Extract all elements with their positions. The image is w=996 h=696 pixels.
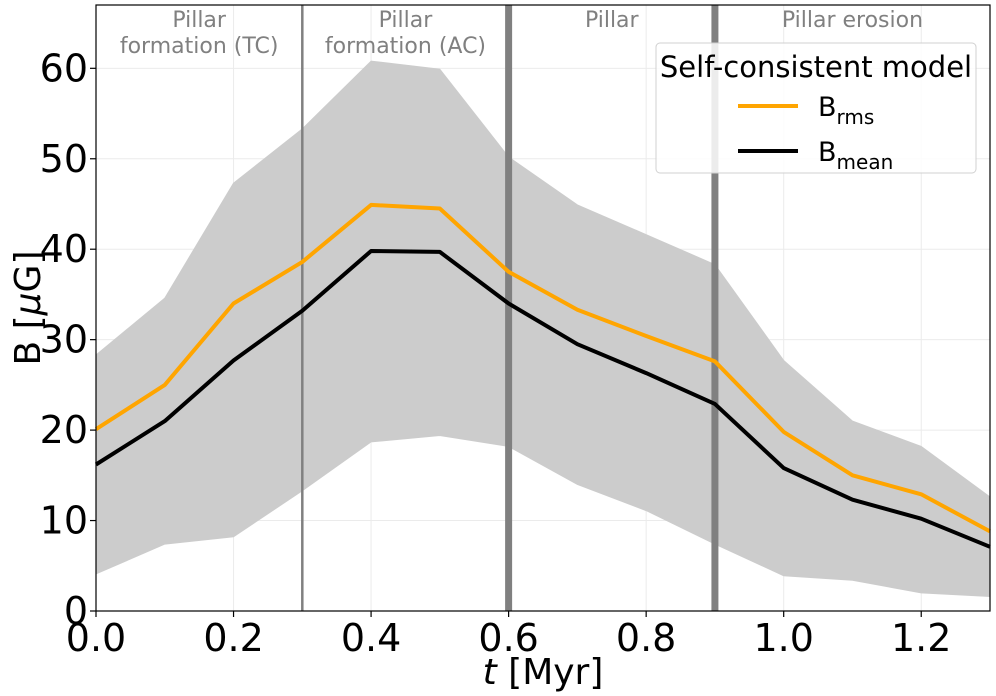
legend-label-subscript: rms <box>837 105 875 129</box>
x-tick-label: 0.2 <box>203 616 263 660</box>
axis-ticks: 0.0 0.2 0.4 0.6 0.8 1.0 1.2 0 10 20 30 40 50 60 <box>40 46 952 660</box>
series-line-rms <box>94 202 991 534</box>
legend-label-base: B <box>818 92 837 123</box>
series-lines <box>94 202 991 549</box>
x-tick-label: 1.2 <box>891 616 951 660</box>
y-tick-label: 60 <box>40 46 88 90</box>
x-tick-label: 0.0 <box>66 616 126 660</box>
y-tick-label: 50 <box>40 137 88 181</box>
x-axis-label: t [Myr] <box>483 652 604 693</box>
legend-box <box>655 42 977 174</box>
y-tick-label: 30 <box>40 318 88 362</box>
legend-label-base: B <box>818 137 837 168</box>
legend-label: Bmean <box>818 137 893 174</box>
x-tick-label: 0.4 <box>341 616 401 660</box>
x-tick-label: 0.6 <box>478 616 538 660</box>
phase-label: Pillar <box>585 8 640 33</box>
legend-title: Self-consistent model <box>660 50 972 84</box>
y-axis-label-mu: μ <box>8 292 49 316</box>
legend-label: Brms <box>818 92 874 129</box>
y-axis-label: B [μG] <box>8 250 49 365</box>
y-axis-label-post: G] <box>8 250 49 292</box>
y-axis-label-pre: B [ <box>8 315 49 365</box>
y-tick-label: 0 <box>64 589 88 633</box>
phase-label: Pillar <box>172 8 227 33</box>
legend-label-subscript: mean <box>837 150 894 174</box>
series-line-mean <box>94 249 991 549</box>
x-axis-label-unit: [Myr] <box>497 652 604 693</box>
x-tick-label: 1.0 <box>753 616 813 660</box>
x-axis-label-var: t <box>483 652 499 693</box>
y-tick-label: 10 <box>40 499 88 543</box>
phase-label: Pillar <box>379 8 434 33</box>
plot-frame <box>95 4 991 612</box>
phase-label: formation (TC) <box>120 34 279 59</box>
y-tick-label: 20 <box>40 408 88 452</box>
y-tick-label: 40 <box>40 227 88 271</box>
phase-label: Pillar erosion <box>782 8 923 33</box>
x-tick-label: 0.8 <box>616 616 676 660</box>
phase-label: formation (AC) <box>325 34 486 59</box>
